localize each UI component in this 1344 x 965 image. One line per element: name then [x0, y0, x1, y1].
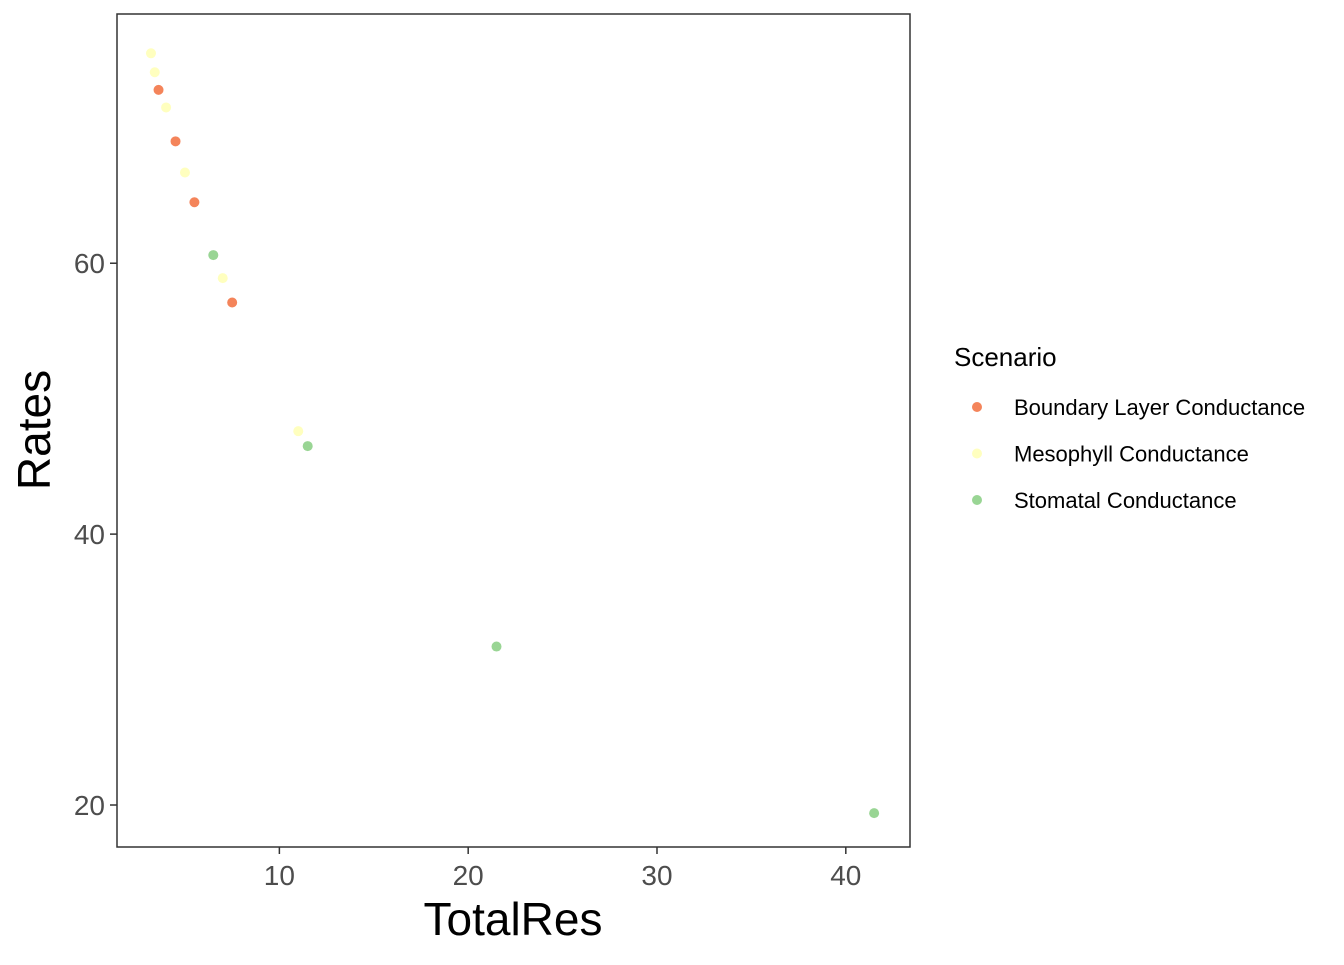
- plot-panel: [116, 13, 911, 848]
- data-point: [208, 250, 219, 261]
- legend-key: [972, 448, 982, 459]
- x-tick-label: 30: [641, 860, 672, 891]
- data-point: [302, 441, 313, 452]
- data-point: [293, 426, 304, 437]
- legend-title: Scenario: [954, 342, 1057, 372]
- data-point: [170, 136, 181, 147]
- data-point: [491, 641, 502, 652]
- x-tick-label: 10: [264, 860, 295, 891]
- data-point: [227, 297, 238, 308]
- y-tick-label: 60: [74, 248, 105, 279]
- data-point: [161, 102, 172, 113]
- x-axis-ticks: 10 20 30 40: [264, 847, 861, 891]
- data-point: [145, 48, 156, 59]
- y-tick-label: 20: [74, 790, 105, 821]
- data-point: [189, 197, 200, 208]
- legend-key: [972, 402, 982, 412]
- y-axis-title: Rates: [8, 370, 60, 490]
- data-point: [149, 67, 160, 78]
- legend-label: Stomatal Conductance: [1014, 488, 1237, 513]
- data-points: [145, 48, 880, 819]
- data-point: [153, 84, 164, 95]
- y-tick-label: 40: [74, 519, 105, 550]
- x-tick-label: 40: [830, 860, 861, 891]
- data-point: [217, 273, 228, 284]
- legend: Scenario Boundary Layer Conductance Mesop…: [954, 342, 1305, 513]
- legend-label: Mesophyll Conductance: [1014, 442, 1249, 467]
- x-axis-title: TotalRes: [424, 893, 603, 945]
- data-point: [179, 167, 190, 178]
- y-axis-ticks: 20 40 60: [74, 248, 117, 821]
- x-tick-label: 20: [453, 860, 484, 891]
- data-point: [869, 808, 880, 819]
- legend-key: [972, 495, 982, 505]
- legend-label: Boundary Layer Conductance: [1014, 395, 1305, 420]
